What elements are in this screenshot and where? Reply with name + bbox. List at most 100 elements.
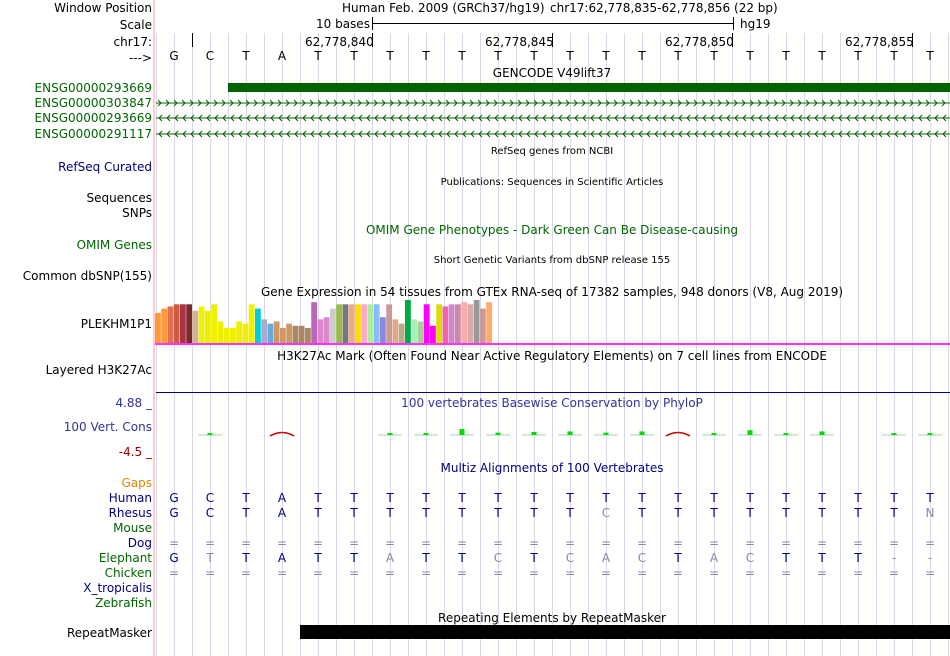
phylop-value: [423, 433, 429, 435]
alignment-base-rhesus: T: [422, 506, 430, 520]
gene-label-ensg00000293669-2[interactable]: ENSG00000293669: [34, 111, 152, 125]
gene-label-ensg00000303847[interactable]: ENSG00000303847: [34, 96, 152, 110]
gtex-tissue-bar: [186, 304, 193, 343]
gtex-gene-label[interactable]: PLEKHM1P1: [80, 317, 152, 331]
gene-label-ensg00000293669[interactable]: ENSG00000293669: [34, 81, 152, 95]
assembly-text: Human Feb. 2009 (GRCh37/hg19): [342, 1, 545, 15]
species-dog[interactable]: Dog: [127, 536, 152, 550]
dbsnp-label[interactable]: Common dbSNP(155): [22, 269, 152, 283]
alignment-base-elephant: A: [601, 551, 611, 565]
alignment-base-human: C: [205, 491, 215, 505]
h3k27ac-label[interactable]: Layered H3K27Ac: [45, 363, 152, 377]
gene-label-ensg00000291117[interactable]: ENSG00000291117: [34, 127, 152, 141]
gtex-tissue-bar: [417, 321, 424, 343]
gtex-bar-graph[interactable]: [155, 300, 950, 347]
alignment-base-elephant: T: [422, 551, 430, 565]
phylop-graph[interactable]: [156, 410, 950, 460]
gtex-tissue-bar: [205, 310, 211, 343]
omim-label[interactable]: OMIM Genes: [76, 238, 152, 252]
alignment-base-elephant: T: [458, 551, 466, 565]
alignment-base-human: G: [169, 491, 179, 505]
gene-exon-block[interactable]: [228, 83, 950, 92]
gaps-label[interactable]: Gaps: [121, 476, 152, 490]
gtex-baseline: [155, 343, 950, 345]
refseq-label[interactable]: RefSeq Curated: [58, 160, 152, 174]
gtex-tissue-bar: [180, 304, 186, 343]
alignment-base-human: T: [530, 491, 538, 505]
gtex-tissue-bar: [292, 325, 299, 343]
alignment-base-chicken: =: [168, 566, 180, 580]
phylop-value: [747, 430, 753, 435]
gtex-tissue-bar: [155, 312, 161, 343]
sequences-label[interactable]: Sequences: [86, 191, 152, 205]
alignment-base-rhesus: T: [350, 506, 358, 520]
gtex-tissue-bar: [323, 317, 330, 343]
alignment-base-rhesus: T: [638, 506, 646, 520]
alignment-base-dog: =: [348, 536, 360, 550]
species-human[interactable]: Human: [108, 491, 152, 505]
alignment-base-rhesus: G: [169, 506, 179, 520]
sequence-base: T: [854, 49, 862, 63]
alignment-base-chicken: =: [672, 566, 684, 580]
phylop-value: [639, 431, 645, 435]
alignment-base-rhesus: T: [782, 506, 790, 520]
gtex-tissue-bar: [330, 308, 336, 343]
species-x-tropicalis[interactable]: X_tropicalis: [83, 581, 152, 595]
alignment-base-chicken: =: [600, 566, 612, 580]
strand-arrow-label: --->: [128, 51, 152, 65]
alignment-base-chicken: =: [384, 566, 396, 580]
alignment-base-human: T: [782, 491, 790, 505]
gene-intron-forward[interactable]: [156, 97, 950, 109]
alignment-base-rhesus: T: [566, 506, 574, 520]
gtex-tissue-bar: [461, 302, 468, 343]
repeatmasker-label[interactable]: RepeatMasker: [66, 626, 152, 640]
alignment-base-human: T: [566, 491, 574, 505]
alignment-base-human: T: [350, 491, 358, 505]
gene-intron-reverse[interactable]: [156, 112, 950, 124]
gtex-tissue-bar: [286, 323, 293, 343]
alignment-base-chicken: =: [708, 566, 720, 580]
species-rhesus[interactable]: Rhesus: [108, 506, 152, 520]
alignment-base-dog: =: [924, 536, 936, 550]
species-elephant[interactable]: Elephant: [98, 551, 152, 565]
gtex-tissue-bar: [255, 308, 261, 343]
gtex-tissue-bar: [305, 327, 311, 343]
cons-track-label[interactable]: 100 Vert. Cons: [63, 420, 152, 434]
alignment-base-rhesus: T: [494, 506, 502, 520]
h3k27ac-title: H3K27Ac Mark (Often Found Near Active Re…: [277, 349, 827, 363]
coord-label: 62,778,845: [485, 35, 554, 49]
gene-intron-reverse[interactable]: [156, 128, 950, 140]
coord-tick: [192, 33, 193, 47]
alignment-base-chicken: =: [888, 566, 900, 580]
gtex-tissue-bar: [311, 302, 318, 343]
coord-label: 62,778,840: [305, 35, 374, 49]
alignment-base-human: T: [854, 491, 862, 505]
scale-bar-start-tick: [372, 17, 373, 30]
alignment-base-rhesus: T: [458, 506, 466, 520]
alignment-base-rhesus: N: [925, 506, 935, 520]
repeat-element-block[interactable]: [300, 625, 950, 639]
cons-min-label: -4.5 _: [118, 445, 152, 459]
snps-label[interactable]: SNPs: [122, 206, 152, 220]
gtex-tissue-bar: [436, 304, 443, 343]
alignment-base-human: T: [602, 491, 610, 505]
sequence-base: T: [422, 49, 430, 63]
alignment-base-human: T: [242, 491, 250, 505]
alignment-base-chicken: =: [924, 566, 936, 580]
sequence-base: T: [530, 49, 538, 63]
alignment-base-chicken: =: [744, 566, 756, 580]
alignment-base-elephant: A: [277, 551, 287, 565]
alignment-base-human: T: [926, 491, 934, 505]
alignment-base-dog: =: [564, 536, 576, 550]
alignment-base-chicken: =: [780, 566, 792, 580]
alignment-base-rhesus: C: [205, 506, 215, 520]
alignment-base-dog: =: [528, 536, 540, 550]
alignment-base-elephant: T: [206, 551, 214, 565]
gtex-tissue-bar: [380, 317, 386, 343]
species-mouse[interactable]: Mouse: [113, 521, 152, 535]
gtex-tissue-bar: [298, 325, 305, 343]
gtex-tissue-bar: [348, 304, 355, 343]
coord-label: 62,778,855: [845, 35, 914, 49]
species-chicken[interactable]: Chicken: [104, 566, 152, 580]
species-zebrafish[interactable]: Zebrafish: [95, 596, 152, 610]
